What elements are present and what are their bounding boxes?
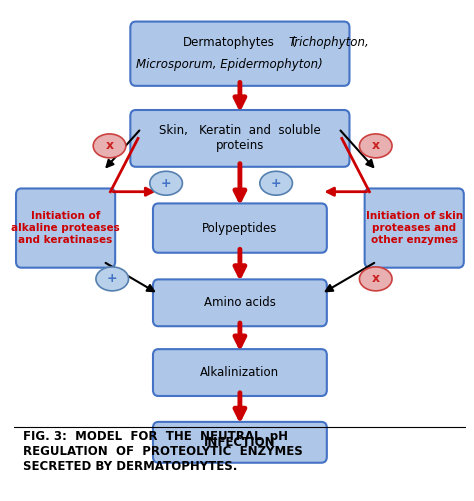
FancyBboxPatch shape — [153, 422, 327, 463]
Ellipse shape — [359, 267, 392, 291]
Text: +: + — [107, 273, 118, 286]
FancyBboxPatch shape — [153, 203, 327, 253]
Text: FIG. 3:  MODEL  FOR  THE  NEUTRAL  pH
REGULATION  OF  PROTEOLYTIC  ENZYMES
SECRE: FIG. 3: MODEL FOR THE NEUTRAL pH REGULAT… — [23, 430, 302, 473]
FancyBboxPatch shape — [16, 188, 115, 268]
Text: Polypeptides: Polypeptides — [202, 221, 278, 234]
Text: Initiation of skin
proteases and
other enzymes: Initiation of skin proteases and other e… — [365, 211, 463, 244]
Text: Skin,   Keratin  and  soluble
proteins: Skin, Keratin and soluble proteins — [159, 124, 321, 152]
Text: Trichophyton,: Trichophyton, — [289, 36, 370, 49]
Ellipse shape — [260, 171, 292, 195]
Text: x: x — [105, 139, 114, 152]
Ellipse shape — [359, 134, 392, 158]
Text: x: x — [372, 139, 380, 152]
Text: Microsporum, Epidermophyton): Microsporum, Epidermophyton) — [136, 58, 322, 71]
Ellipse shape — [96, 267, 128, 291]
FancyBboxPatch shape — [153, 280, 327, 326]
Ellipse shape — [150, 171, 182, 195]
FancyBboxPatch shape — [130, 22, 349, 86]
Text: x: x — [372, 273, 380, 286]
Text: +: + — [161, 177, 172, 190]
FancyBboxPatch shape — [153, 349, 327, 396]
FancyBboxPatch shape — [365, 188, 464, 268]
Text: (: ( — [284, 36, 296, 49]
Text: Amino acids: Amino acids — [204, 296, 276, 309]
Text: Dermatophytes: Dermatophytes — [182, 36, 274, 49]
Text: INFECTION: INFECTION — [204, 436, 276, 449]
Text: Alkalinization: Alkalinization — [201, 366, 280, 379]
Text: Initiation of
alkaline proteases
and keratinases: Initiation of alkaline proteases and ker… — [11, 211, 120, 244]
Text: +: + — [271, 177, 282, 190]
FancyBboxPatch shape — [130, 110, 349, 167]
Ellipse shape — [93, 134, 126, 158]
